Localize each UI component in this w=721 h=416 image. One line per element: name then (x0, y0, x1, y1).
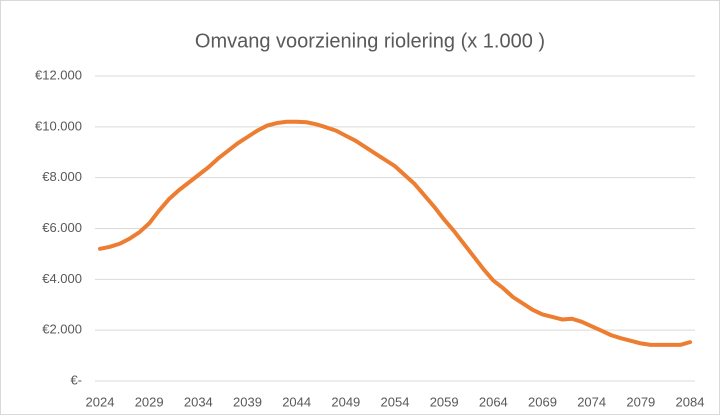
x-tick-label: 2079 (626, 394, 655, 409)
x-tick-label: 2069 (528, 394, 557, 409)
x-tick-label: 2059 (430, 394, 459, 409)
y-tick-label: €4.000 (42, 271, 82, 286)
x-tick-label: 2034 (184, 394, 213, 409)
line-series (98, 119, 692, 347)
x-tick-label: 2039 (233, 394, 262, 409)
x-tick-label: 2054 (381, 394, 410, 409)
x-tick-label: 2044 (282, 394, 311, 409)
y-tick-label: €8.000 (42, 169, 82, 184)
y-tick-label: €6.000 (42, 220, 82, 235)
y-tick-label: €2.000 (42, 322, 82, 337)
x-tick-label: 2074 (577, 394, 606, 409)
y-tick-label: €- (70, 372, 82, 387)
y-tick-label: €10.000 (35, 118, 82, 133)
x-tick-label: 2049 (331, 394, 360, 409)
x-tick-label: 2024 (86, 394, 115, 409)
x-tick-label: 2064 (479, 394, 508, 409)
x-tick-label: 2084 (676, 394, 705, 409)
chart-title: Omvang voorziening riolering (x 1.000 ) (195, 30, 545, 52)
y-tick-label: €12.000 (35, 67, 82, 82)
x-tick-label: 2029 (135, 394, 164, 409)
